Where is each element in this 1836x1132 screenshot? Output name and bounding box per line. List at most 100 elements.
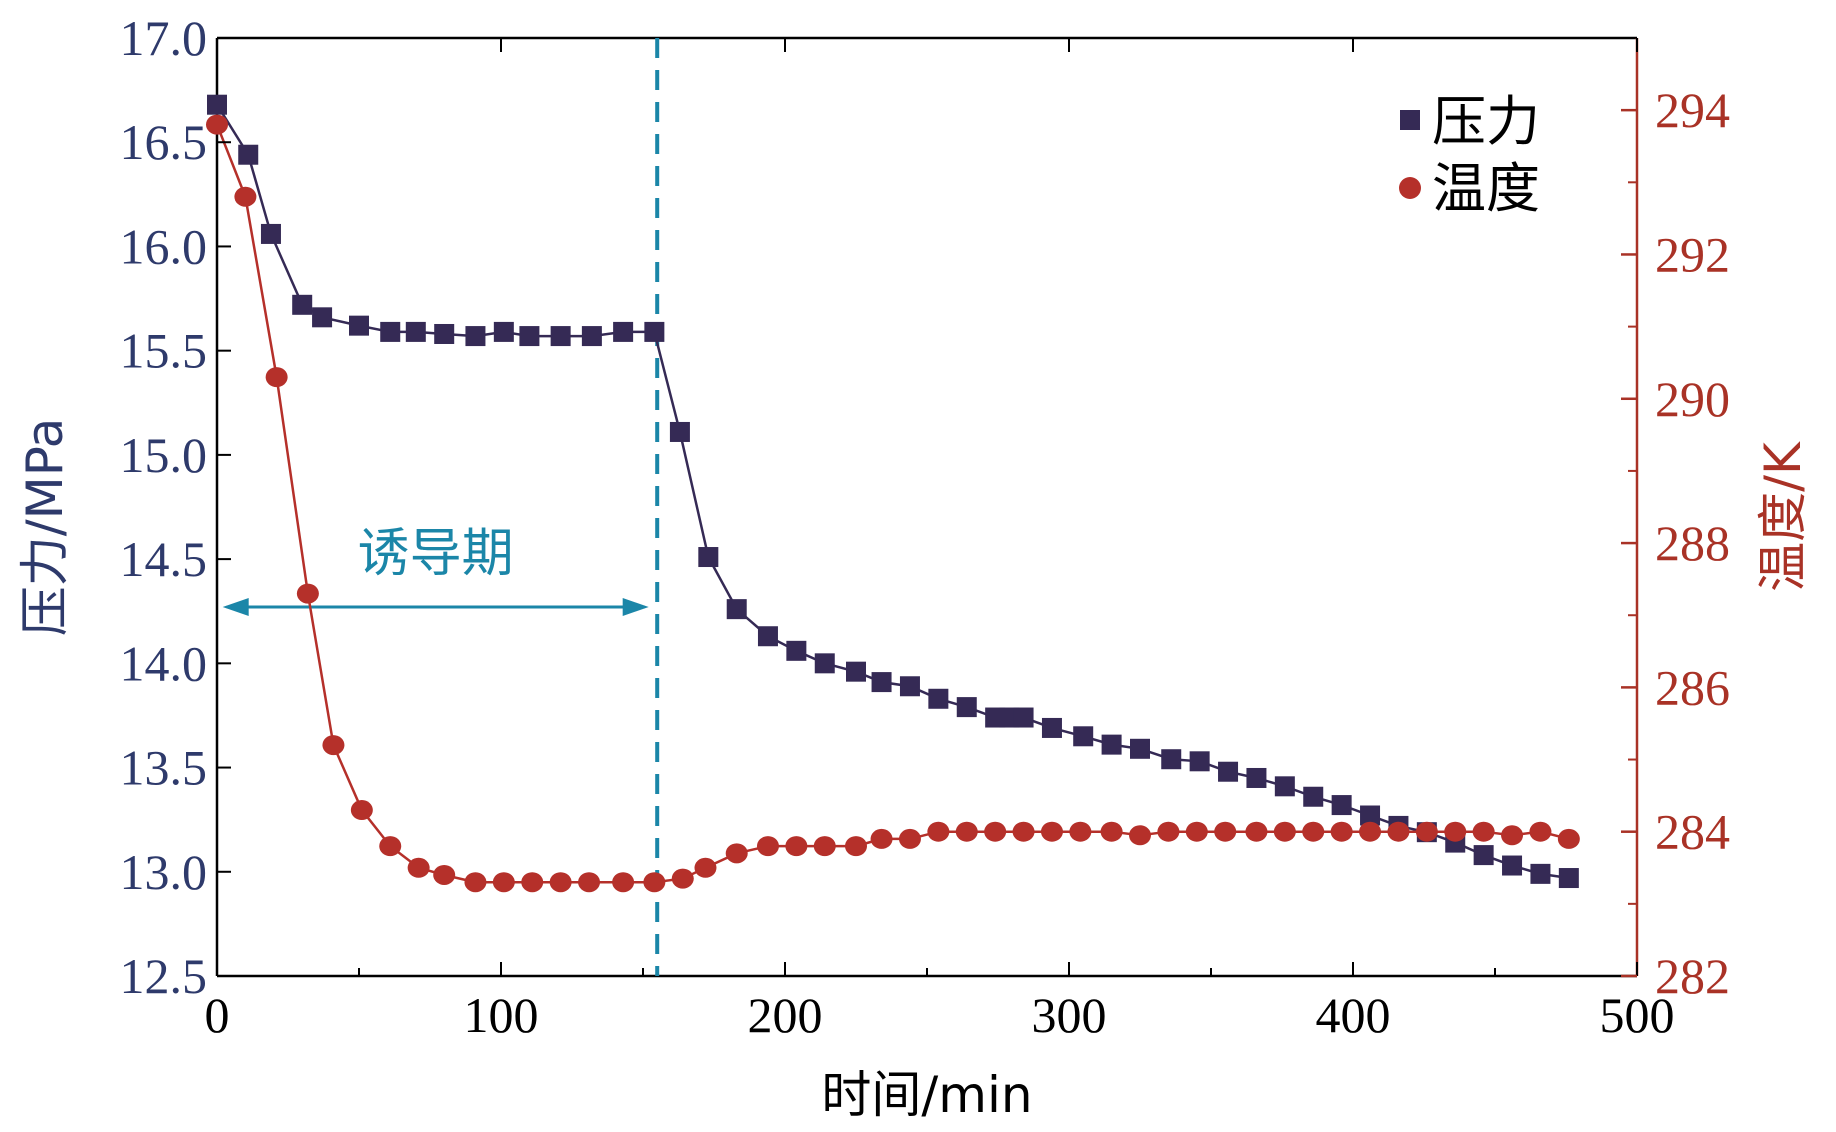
pressure-point [519, 326, 540, 347]
temperature-point [870, 828, 893, 849]
temperature-point [1185, 821, 1208, 842]
pressure-point [698, 547, 719, 568]
temperature-point [1415, 821, 1438, 842]
x-tick-label: 400 [1316, 987, 1391, 1043]
pressure-point [1473, 845, 1494, 866]
temperature-point [671, 868, 694, 889]
pressure-point [1218, 761, 1239, 782]
pressure-point [1331, 795, 1352, 816]
induction-period-label: 诱导期 [358, 524, 514, 584]
pressure-point [669, 421, 690, 442]
temperature-point [955, 821, 978, 842]
right-axis-title: 温度/K [1754, 441, 1812, 592]
right-tick-label: 294 [1655, 82, 1730, 138]
pressure-point [581, 326, 602, 347]
temperature-point [1330, 821, 1353, 842]
pressure-point [613, 321, 634, 342]
pressure-point [238, 144, 259, 165]
pressure-point [550, 326, 571, 347]
legend: 压力 温度 [1399, 90, 1540, 220]
temperature-point [984, 821, 1007, 842]
legend-temperature-marker [1399, 177, 1421, 199]
temperature-line [215, 124, 1570, 884]
right-tick-label: 288 [1655, 515, 1730, 571]
left-tick-label: 13.5 [120, 740, 208, 796]
pressure-point [1101, 734, 1122, 755]
induction-arrow-head-right [622, 598, 649, 616]
pressure-point [1530, 863, 1551, 884]
pressure-point [1274, 776, 1295, 797]
temperature-point [1040, 821, 1063, 842]
pressure-point [726, 599, 747, 620]
pressure-point [956, 697, 977, 718]
legend-temperature-label: 温度 [1432, 157, 1540, 220]
x-tick-label: 300 [1032, 987, 1107, 1043]
temperature-point [1302, 821, 1325, 842]
pressure-point [1303, 786, 1324, 807]
temperature-point [1129, 825, 1151, 846]
pressure-point [434, 323, 455, 344]
pressure-point [405, 321, 426, 342]
x-tick-label: 100 [464, 987, 539, 1043]
temperature-point [1501, 825, 1524, 846]
left-axis-title: 压力/MPa [16, 418, 74, 637]
pressure-point [207, 94, 227, 115]
pressure-point [871, 672, 892, 693]
pressure-point [493, 321, 514, 342]
right-tick-label: 290 [1655, 371, 1730, 427]
pressure-point [312, 307, 333, 328]
temperature-point [1214, 821, 1237, 842]
legend-pressure-marker [1400, 110, 1420, 130]
temperature-point [379, 836, 402, 857]
temperature-point [927, 821, 950, 842]
ticks-group: 0 100 200 300 400 500 12.5 13.0 13.5 14.0 14.5 15.0… [120, 10, 1731, 1043]
pressure-line [215, 104, 1570, 880]
x-tick-label: 200 [748, 987, 823, 1043]
left-tick-label: 14.0 [120, 635, 208, 691]
left-tick-label: 12.5 [120, 948, 208, 1004]
annotation-group: 诱导期 [222, 524, 649, 616]
temperature-point [725, 843, 748, 864]
pressure-point [292, 294, 313, 315]
right-tick-label: 282 [1655, 948, 1730, 1004]
x-tick-label: 0 [205, 987, 230, 1043]
temperature-point [845, 836, 867, 857]
series-group [206, 94, 1580, 893]
temperature-point [464, 872, 487, 893]
temperature-point [322, 735, 345, 756]
temperature-point [296, 583, 319, 604]
right-tick-label: 292 [1655, 226, 1730, 282]
temperature-point [1069, 821, 1092, 842]
temperature-point [1557, 828, 1580, 849]
temperature-point [694, 857, 717, 878]
temperature-point [1157, 821, 1180, 842]
right-tick-label: 286 [1655, 659, 1730, 715]
temperature-point [1245, 821, 1268, 842]
temperature-point [265, 367, 288, 388]
temperature-point [433, 864, 456, 885]
pressure-point [846, 661, 866, 682]
pressure-point [349, 315, 369, 336]
pressure-point [1558, 868, 1579, 889]
left-tick-label: 15.5 [120, 323, 208, 379]
temperature-point [1387, 821, 1410, 842]
temperature-point [407, 857, 430, 878]
pressure-point [1073, 726, 1094, 747]
pressure-point [1502, 855, 1523, 876]
x-tick-label: 500 [1600, 987, 1675, 1043]
temperature-point [813, 836, 836, 857]
pressure-point [786, 640, 807, 661]
pressure-point [1013, 707, 1034, 728]
temperature-point [1359, 821, 1382, 842]
legend-pressure-label: 压力 [1432, 90, 1540, 153]
pressure-point [814, 653, 835, 674]
temperature-point [521, 872, 544, 893]
pressure-point [1161, 749, 1182, 770]
pressure-point [644, 321, 665, 342]
pressure-point [1360, 805, 1381, 826]
left-tick-label: 16.5 [120, 114, 208, 170]
temperature-point [643, 872, 666, 893]
temperature-point [549, 872, 572, 893]
induction-arrow-head-left [222, 598, 249, 616]
